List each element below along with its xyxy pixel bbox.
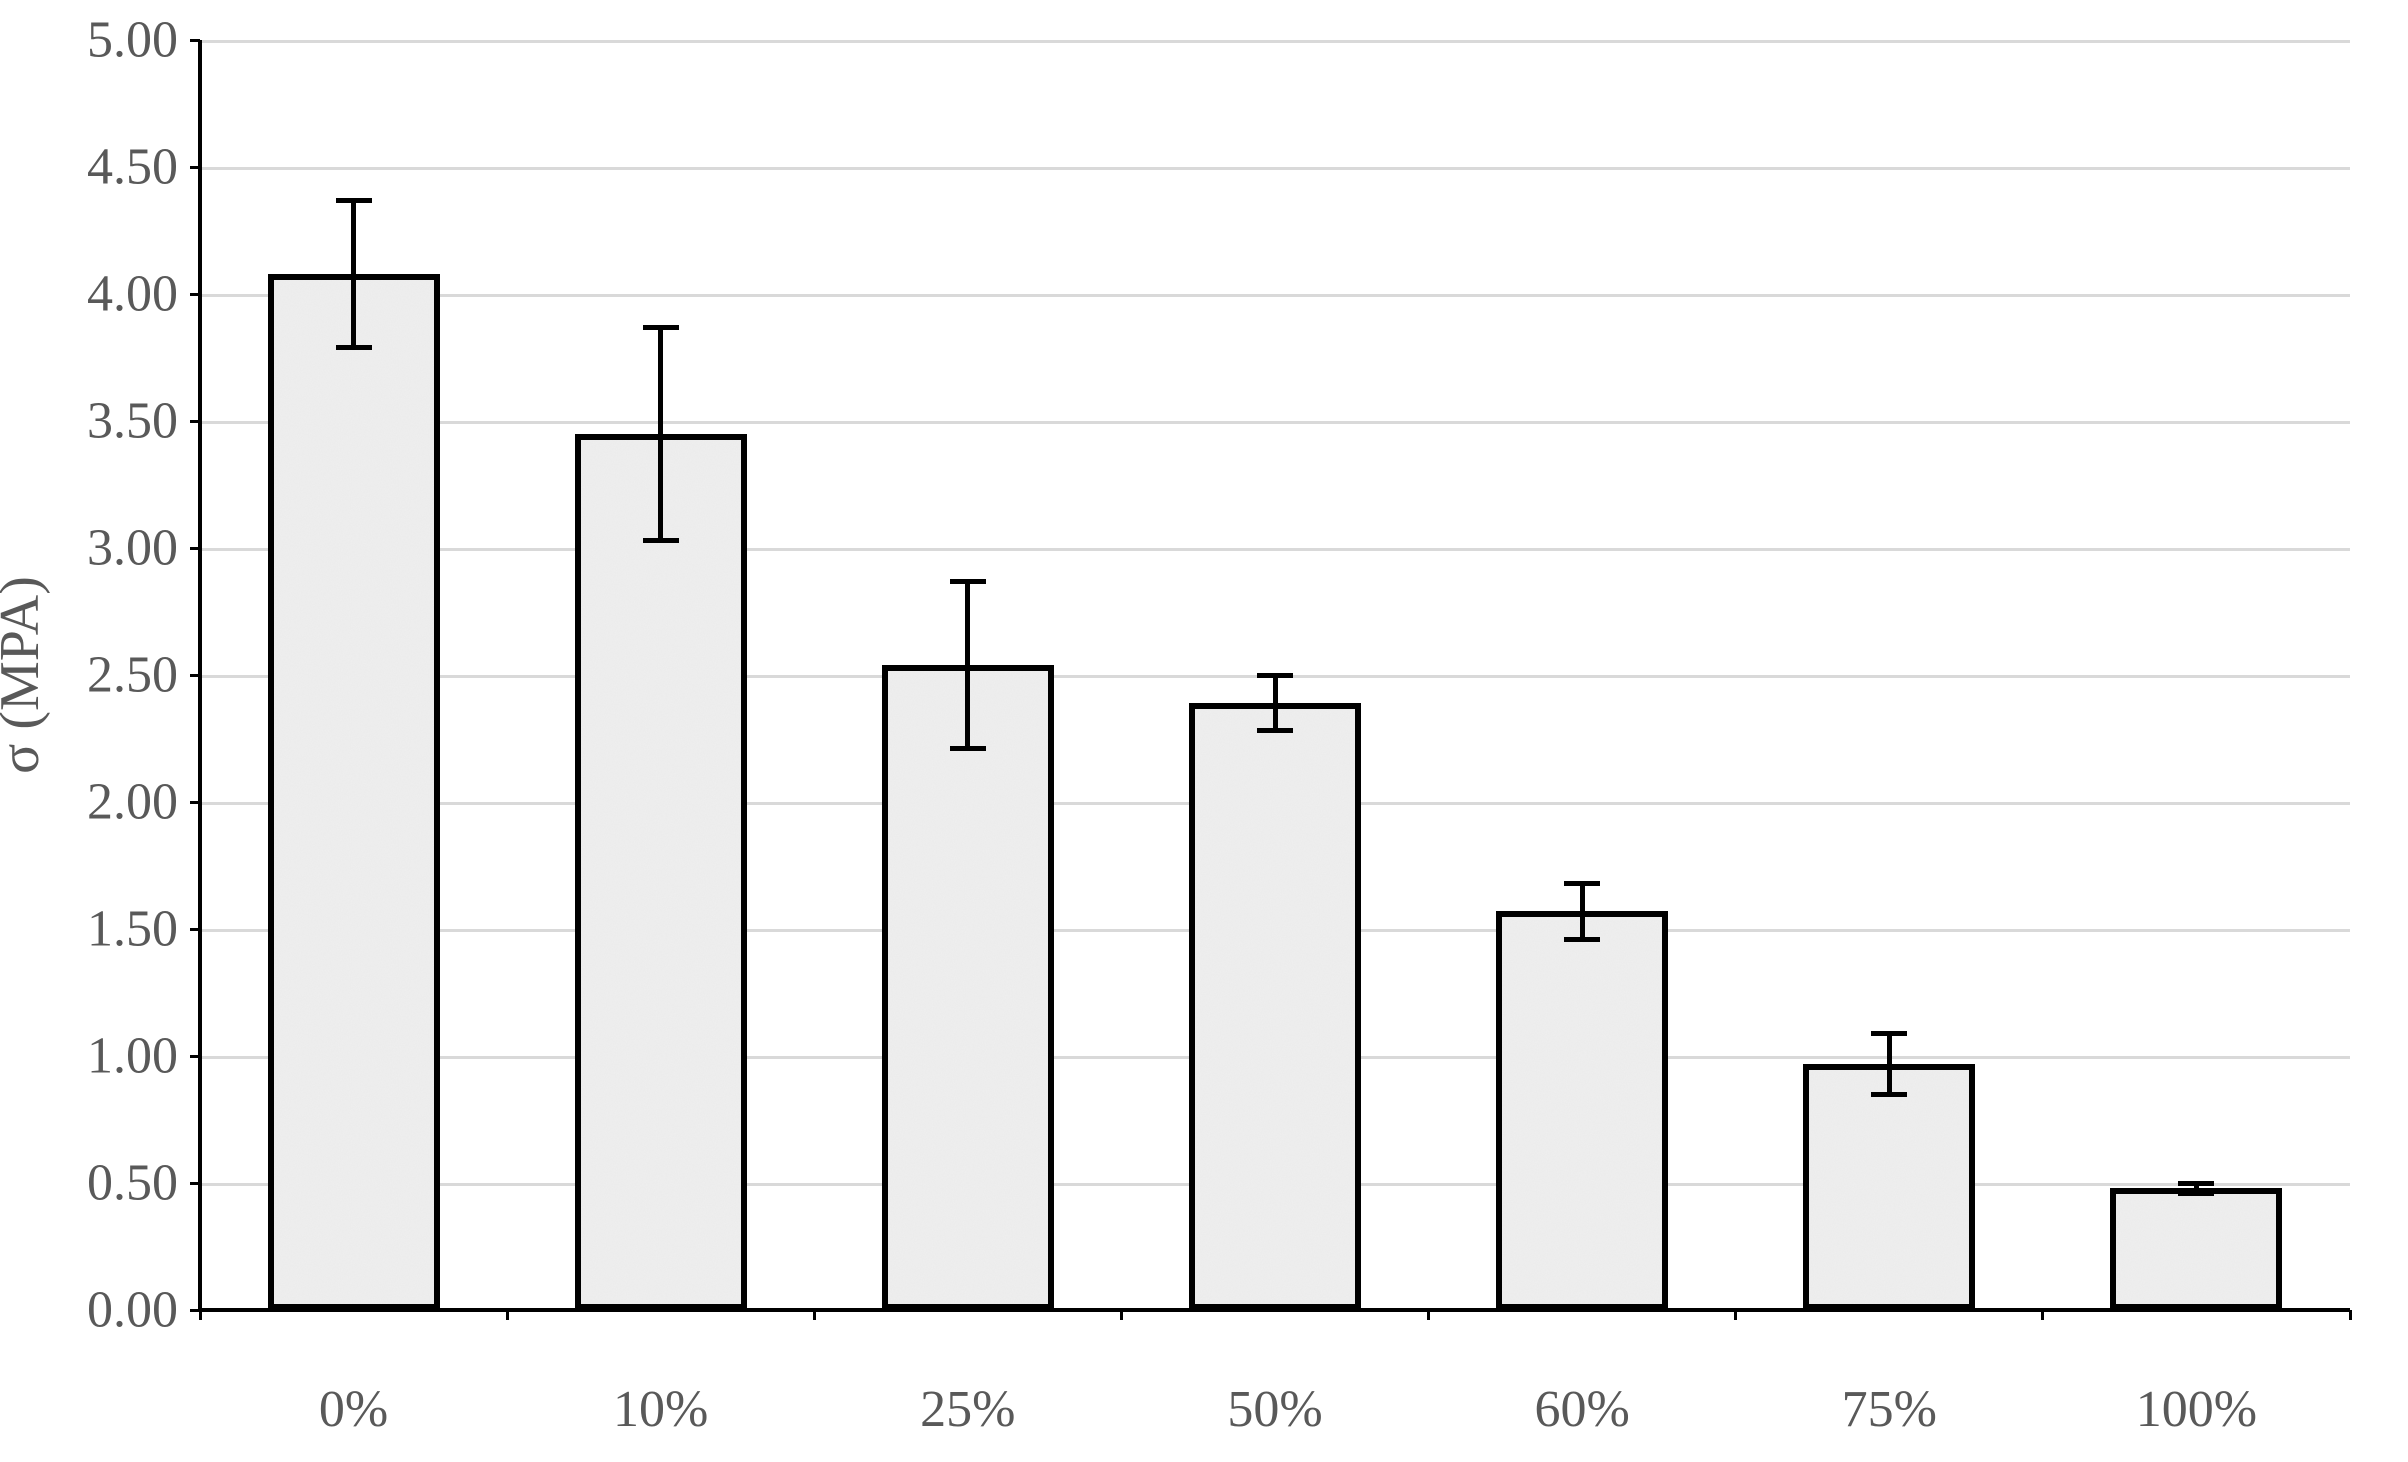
x-tick-label: 100% [2136, 1380, 2257, 1439]
y-tick-label: 2.00 [87, 773, 178, 832]
error-cap-top [336, 198, 372, 203]
y-tick-label: 2.50 [87, 646, 178, 705]
y-axis-label: σ (MPA) [0, 576, 52, 774]
error-bar [965, 581, 970, 749]
bar [575, 434, 747, 1310]
y-axis [198, 40, 202, 1310]
y-tick-label: 4.50 [87, 138, 178, 197]
error-bar [351, 200, 356, 347]
bar [2110, 1188, 2282, 1310]
error-bar [1273, 675, 1278, 731]
bar [1496, 911, 1668, 1310]
gridline [200, 548, 2350, 551]
x-tick-label: 50% [1227, 1380, 1322, 1439]
error-cap-top [643, 325, 679, 330]
y-tick-label: 0.50 [87, 1154, 178, 1213]
gridline [200, 167, 2350, 170]
error-bar [1887, 1033, 1892, 1094]
error-bar [658, 327, 663, 540]
y-tick-label: 3.50 [87, 392, 178, 451]
chart-container: σ (MPA) 0.00 0.50 1.00 1.50 2.00 2.50 3.00 3.50… [0, 0, 2408, 1462]
y-tick-label: 1.50 [87, 900, 178, 959]
bar [882, 665, 1054, 1310]
error-cap-bottom [1564, 937, 1600, 942]
error-cap-top [1871, 1031, 1907, 1036]
x-axis [200, 1308, 2350, 1312]
error-cap-top [2178, 1181, 2214, 1186]
error-cap-bottom [643, 538, 679, 543]
y-tick-label: 3.00 [87, 519, 178, 578]
x-tick-label: 0% [319, 1380, 388, 1439]
y-tick-label: 5.00 [87, 11, 178, 70]
y-tick-label: 4.00 [87, 265, 178, 324]
bar [1189, 703, 1361, 1310]
x-tick-label: 10% [613, 1380, 708, 1439]
error-cap-bottom [2178, 1191, 2214, 1196]
x-tick-label: 75% [1842, 1380, 1937, 1439]
error-cap-bottom [1871, 1092, 1907, 1097]
error-cap-top [1257, 673, 1293, 678]
error-cap-bottom [336, 345, 372, 350]
x-tick-label: 25% [920, 1380, 1015, 1439]
error-cap-bottom [950, 746, 986, 751]
bar [1803, 1064, 1975, 1310]
error-cap-top [950, 579, 986, 584]
gridline [200, 294, 2350, 297]
x-tick-label: 60% [1534, 1380, 1629, 1439]
plot-area [200, 40, 2350, 1310]
bar [268, 274, 440, 1310]
error-cap-top [1564, 881, 1600, 886]
y-tick-label: 0.00 [87, 1281, 178, 1340]
error-cap-bottom [1257, 728, 1293, 733]
error-bar [1580, 883, 1585, 939]
gridline [200, 421, 2350, 424]
gridline [200, 40, 2350, 43]
y-tick-label: 1.00 [87, 1027, 178, 1086]
